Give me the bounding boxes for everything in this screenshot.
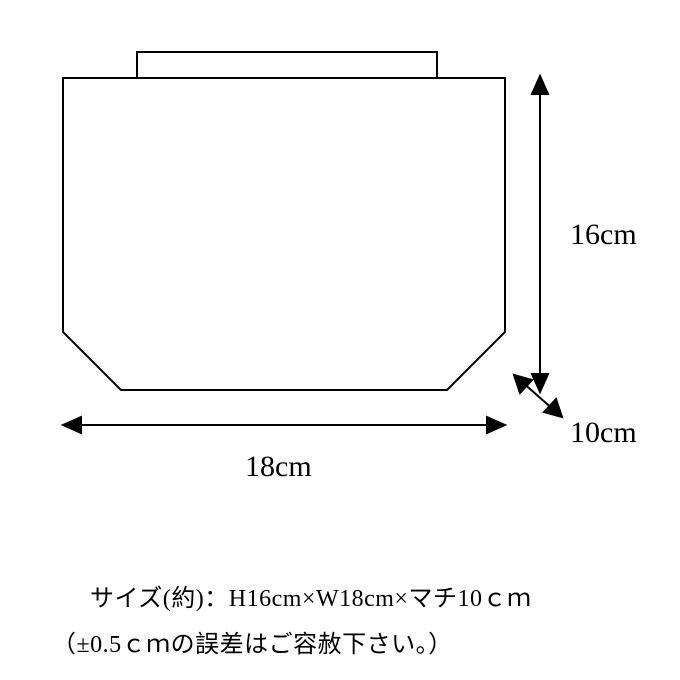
depth-label: 10cm	[570, 416, 637, 450]
height-dimension-arrow	[532, 76, 548, 392]
caption-line-2: （±0.5ｃｍの誤差はご容赦下さい。）	[52, 624, 453, 659]
bag-body-outline	[63, 78, 505, 390]
height-label: 16cm	[570, 218, 637, 252]
bag-flap	[137, 52, 437, 78]
width-dimension-arrow	[63, 417, 505, 433]
caption-line-1: サイズ(約)：H16cm×W18cm×マチ10ｃｍ	[90, 578, 531, 613]
width-label: 18cm	[245, 450, 312, 484]
diagram-canvas: 16cm 10cm 18cm サイズ(約)：H16cm×W18cm×マチ10ｃｍ…	[0, 0, 680, 680]
